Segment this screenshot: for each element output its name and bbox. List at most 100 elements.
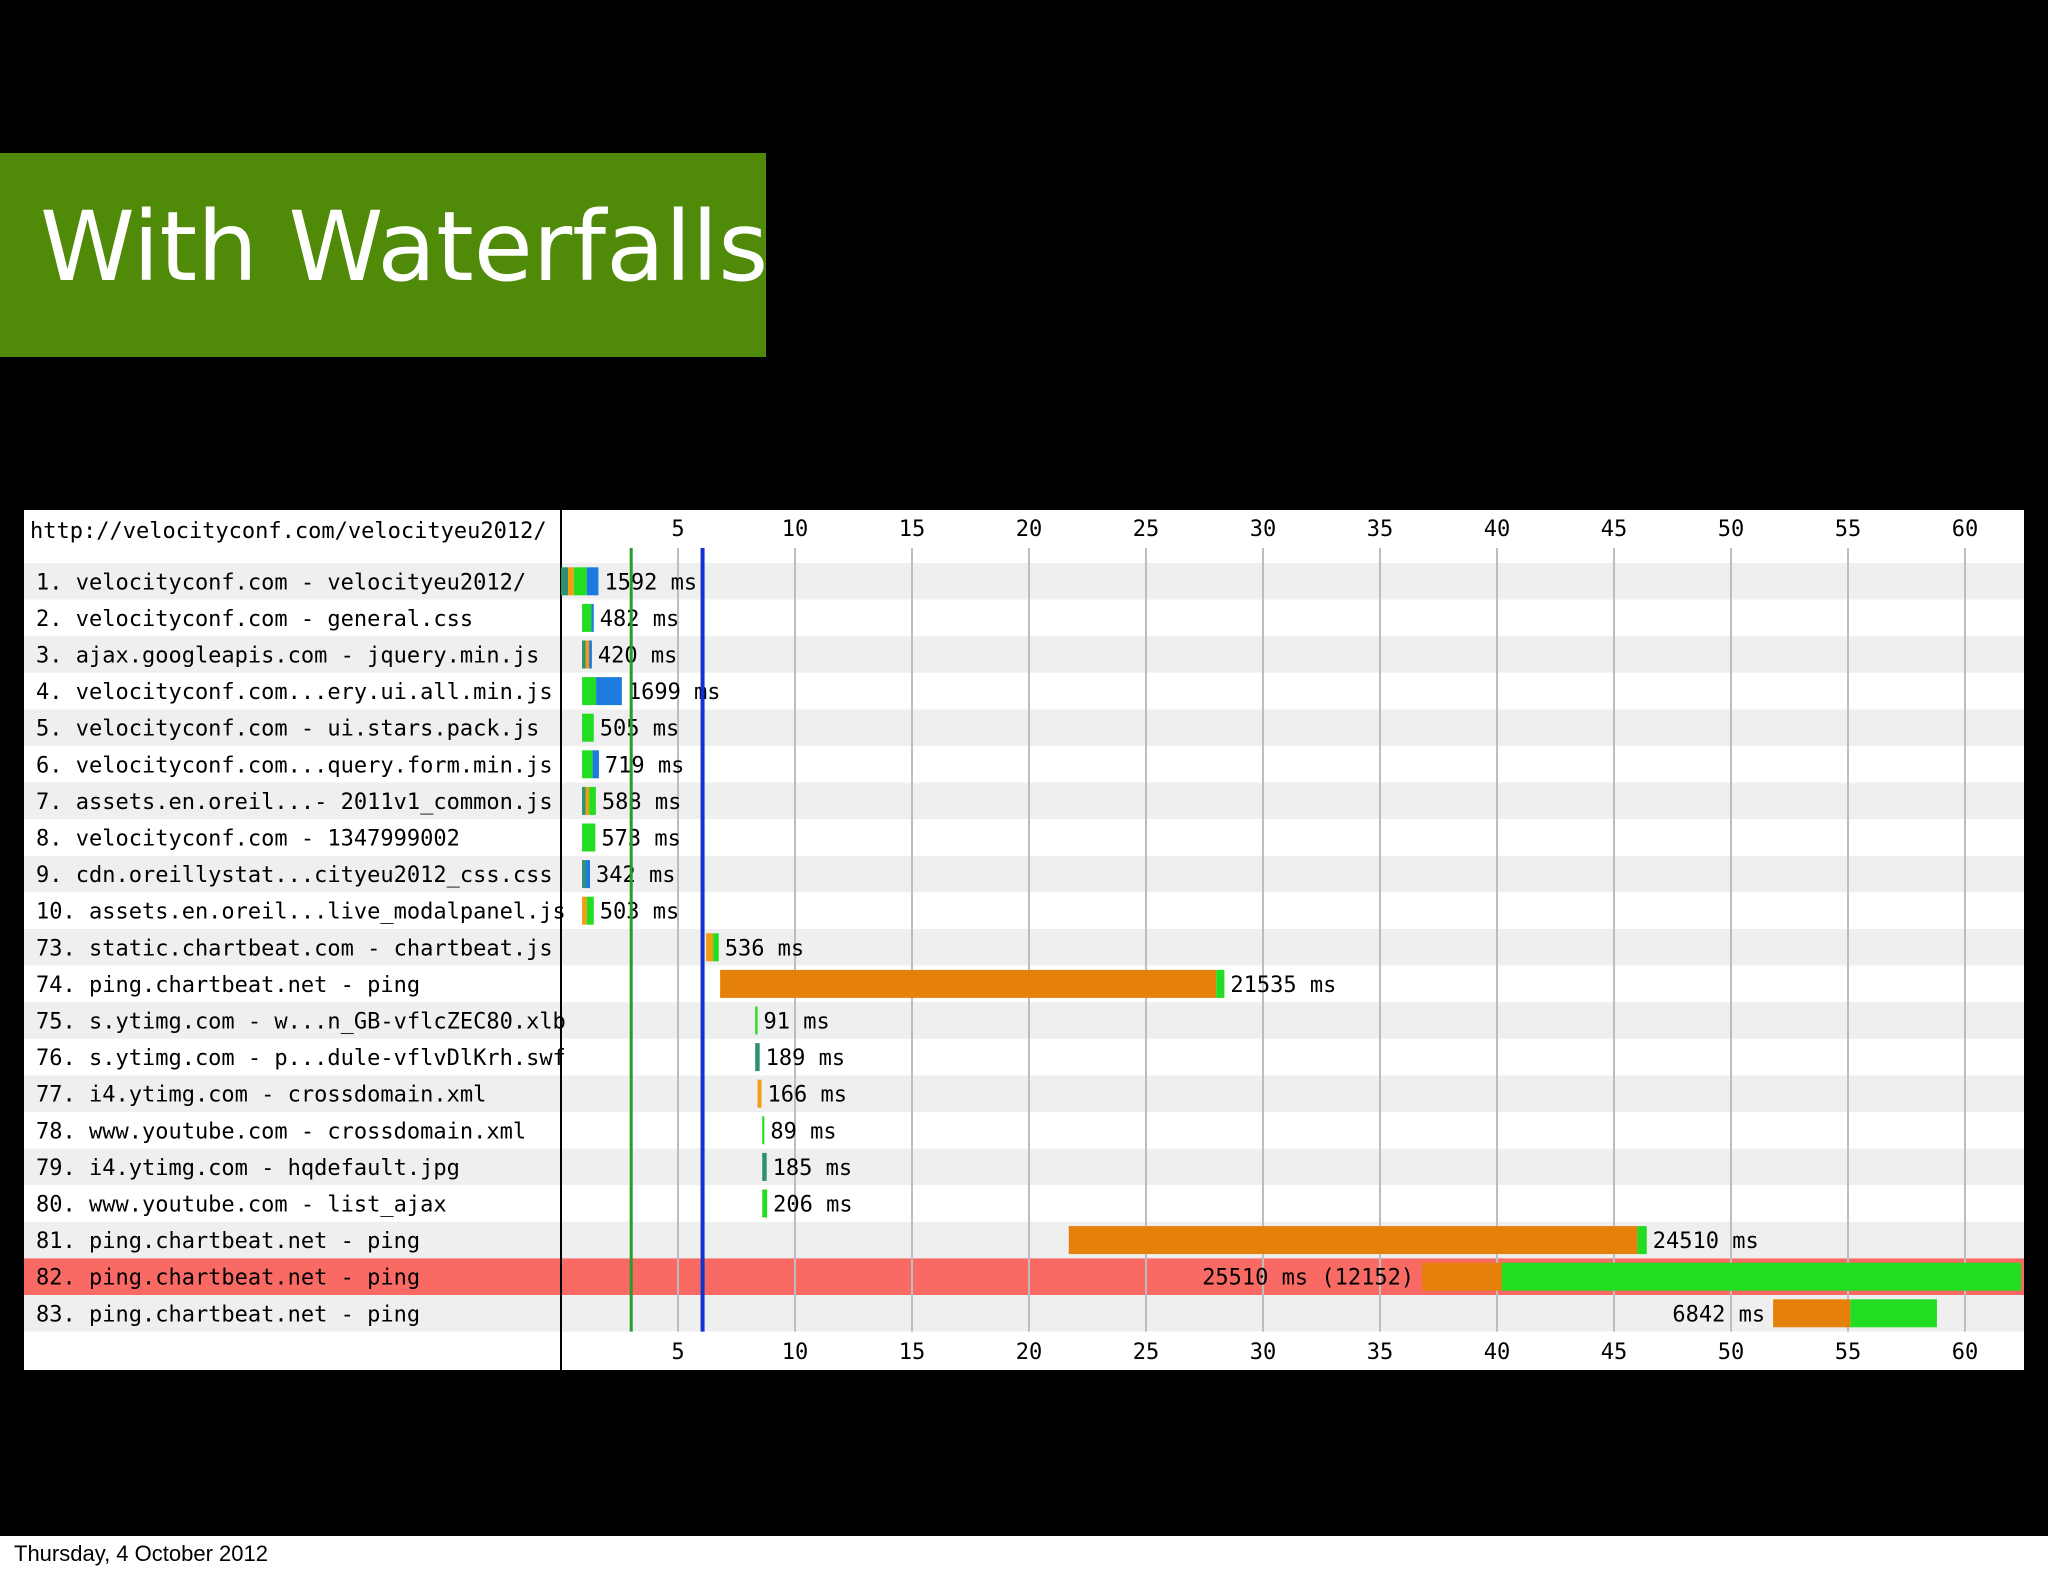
- tick-label-top: 5: [671, 517, 684, 542]
- duration-label: 89 ms: [770, 1119, 836, 1144]
- row-bg: [24, 672, 2024, 710]
- bar-segment-ttfb: [582, 750, 593, 779]
- duration-label: 166 ms: [768, 1083, 847, 1108]
- tick-label-bottom: 35: [1367, 1340, 1394, 1365]
- tick-label-bottom: 55: [1835, 1340, 1862, 1365]
- bar-segment-ttfb: [582, 713, 594, 742]
- bar-segment-ttfb: [582, 603, 592, 632]
- tick-label-bottom: 15: [899, 1340, 926, 1365]
- request-label: 2. velocityconf.com - general.css: [36, 607, 473, 632]
- duration-label: 24510 ms: [1653, 1229, 1759, 1254]
- bar-segment-ttfb: [762, 1116, 765, 1145]
- tick-label-bottom: 40: [1484, 1340, 1511, 1365]
- tick-label-top: 30: [1250, 517, 1277, 542]
- row-bg: [24, 709, 2024, 746]
- bar-segment-ttfb_orange: [1068, 1226, 1638, 1255]
- tick-label-bottom: 10: [782, 1340, 809, 1365]
- row-bg: [24, 892, 2024, 929]
- request-label: 6. velocityconf.com...query.form.min.js: [36, 753, 553, 778]
- bar-segment-ttfb: [1501, 1262, 2022, 1291]
- row-bg: [24, 929, 2024, 966]
- request-label: 77. i4.ytimg.com - crossdomain.xml: [36, 1083, 486, 1108]
- request-label: 3. ajax.googleapis.com - jquery.min.js: [36, 644, 539, 669]
- row-bg: [24, 819, 2024, 856]
- bar-segment-dns: [582, 786, 586, 815]
- duration-label: 342 ms: [596, 863, 675, 888]
- tick-label-top: 50: [1718, 517, 1745, 542]
- request-label: 73. static.chartbeat.com - chartbeat.js: [36, 936, 553, 961]
- tick-label-top: 20: [1016, 517, 1043, 542]
- waterfall-chart: 5 5 10 10 15 15 20 20 25 25 30 30 35 35 40 40 45 45 50 50 55…: [24, 510, 2024, 1370]
- request-label: 78. www.youtube.com - crossdomain.xml: [36, 1119, 526, 1144]
- bar-segment-ttfb: [713, 933, 719, 962]
- duration-label: 91 ms: [764, 1010, 830, 1035]
- bar-segment-ttfb: [755, 1006, 758, 1035]
- duration-label: 482 ms: [600, 607, 679, 632]
- request-label: 76. s.ytimg.com - p...dule-vflvDlKrh.swf: [36, 1046, 566, 1071]
- bar-segment-dns: [755, 1043, 760, 1072]
- row-bg: [24, 636, 2024, 673]
- duration-label: 420 ms: [598, 644, 677, 669]
- bar-segment-ttfb: [586, 896, 594, 925]
- row-bg: [24, 1148, 2024, 1186]
- request-label: 8. velocityconf.com - 1347999002: [36, 827, 460, 852]
- request-label: 79. i4.ytimg.com - hqdefault.jpg: [36, 1156, 460, 1181]
- bar-segment-download: [592, 750, 599, 779]
- request-label: 75. s.ytimg.com - w...n_GB-vflcZEC80.xlb: [36, 1010, 566, 1035]
- duration-label: 25510 ms (12152): [1202, 1266, 1414, 1291]
- slide: With Waterfalls 5 5 10 10 15 15 20 20 25 25 30 30 35…: [0, 0, 2048, 1536]
- bar-segment-connect: [582, 896, 587, 925]
- duration-label: 588 ms: [602, 790, 681, 815]
- tick-label-bottom: 5: [671, 1340, 684, 1365]
- bar-segment-download: [589, 640, 592, 669]
- bar-segment-dns: [582, 860, 586, 889]
- tick-label-top: 45: [1601, 517, 1628, 542]
- tick-label-bottom: 50: [1718, 1340, 1745, 1365]
- duration-label: 185 ms: [773, 1156, 852, 1181]
- request-label: 80. www.youtube.com - list_ajax: [36, 1193, 447, 1218]
- bar-segment-ttfb: [582, 677, 597, 706]
- bar-segment-ttfb: [1216, 969, 1225, 998]
- request-label: 1. velocityconf.com - velocityeu2012/: [36, 570, 526, 595]
- bar-segment-dns: [762, 1152, 767, 1181]
- duration-label: 536 ms: [725, 936, 804, 961]
- request-label: 9. cdn.oreillystat...cityeu2012_css.css: [36, 863, 553, 888]
- bar-segment-download: [596, 677, 622, 706]
- request-label: 7. assets.en.oreil...- 2011v1_common.js: [36, 790, 553, 815]
- duration-label: 505 ms: [600, 717, 679, 742]
- bar-segment-connect: [585, 640, 590, 669]
- row-bg: [24, 855, 2024, 893]
- request-label: 83. ping.chartbeat.net - ping: [36, 1302, 420, 1327]
- tick-label-top: 10: [782, 517, 809, 542]
- duration-label: 573 ms: [601, 827, 680, 852]
- row-bg: [24, 1075, 2024, 1112]
- request-label: 74. ping.chartbeat.net - ping: [36, 973, 420, 998]
- tick-label-top: 40: [1484, 517, 1511, 542]
- bar-segment-ttfb_orange: [1422, 1262, 1502, 1291]
- tick-label-top: 15: [899, 517, 926, 542]
- duration-label: 1699 ms: [628, 680, 721, 705]
- bar-segment-connect: [585, 786, 590, 815]
- duration-label: 189 ms: [766, 1046, 845, 1071]
- footer-date: Thursday, 4 October 2012: [14, 1541, 268, 1566]
- duration-label: 6842 ms: [1672, 1302, 1765, 1327]
- page-url-header: http://velocityconf.com/velocityeu2012/: [30, 519, 547, 544]
- bar-segment-ttfb_orange: [1773, 1299, 1851, 1328]
- title-band: With Waterfalls: [0, 153, 769, 357]
- row-bg: [24, 1221, 2024, 1259]
- slide-title: With Waterfalls: [40, 191, 769, 303]
- bar-segment-ttfb: [1637, 1226, 1647, 1255]
- bar-segment-dns: [582, 640, 586, 669]
- bar-segment-connect: [706, 933, 714, 962]
- row-bg: [24, 1112, 2024, 1149]
- row-bg: [24, 1038, 2024, 1076]
- bar-segment-ttfb: [762, 1189, 768, 1218]
- request-label: 4. velocityconf.com...ery.ui.all.min.js: [36, 680, 553, 705]
- tick-label-bottom: 30: [1250, 1340, 1277, 1365]
- row-bg: [24, 782, 2024, 820]
- tick-label-bottom: 20: [1016, 1340, 1043, 1365]
- request-label: 81. ping.chartbeat.net - ping: [36, 1229, 420, 1254]
- tick-label-top: 60: [1952, 517, 1979, 542]
- tick-label-top: 25: [1133, 517, 1160, 542]
- tick-label-bottom: 25: [1133, 1340, 1160, 1365]
